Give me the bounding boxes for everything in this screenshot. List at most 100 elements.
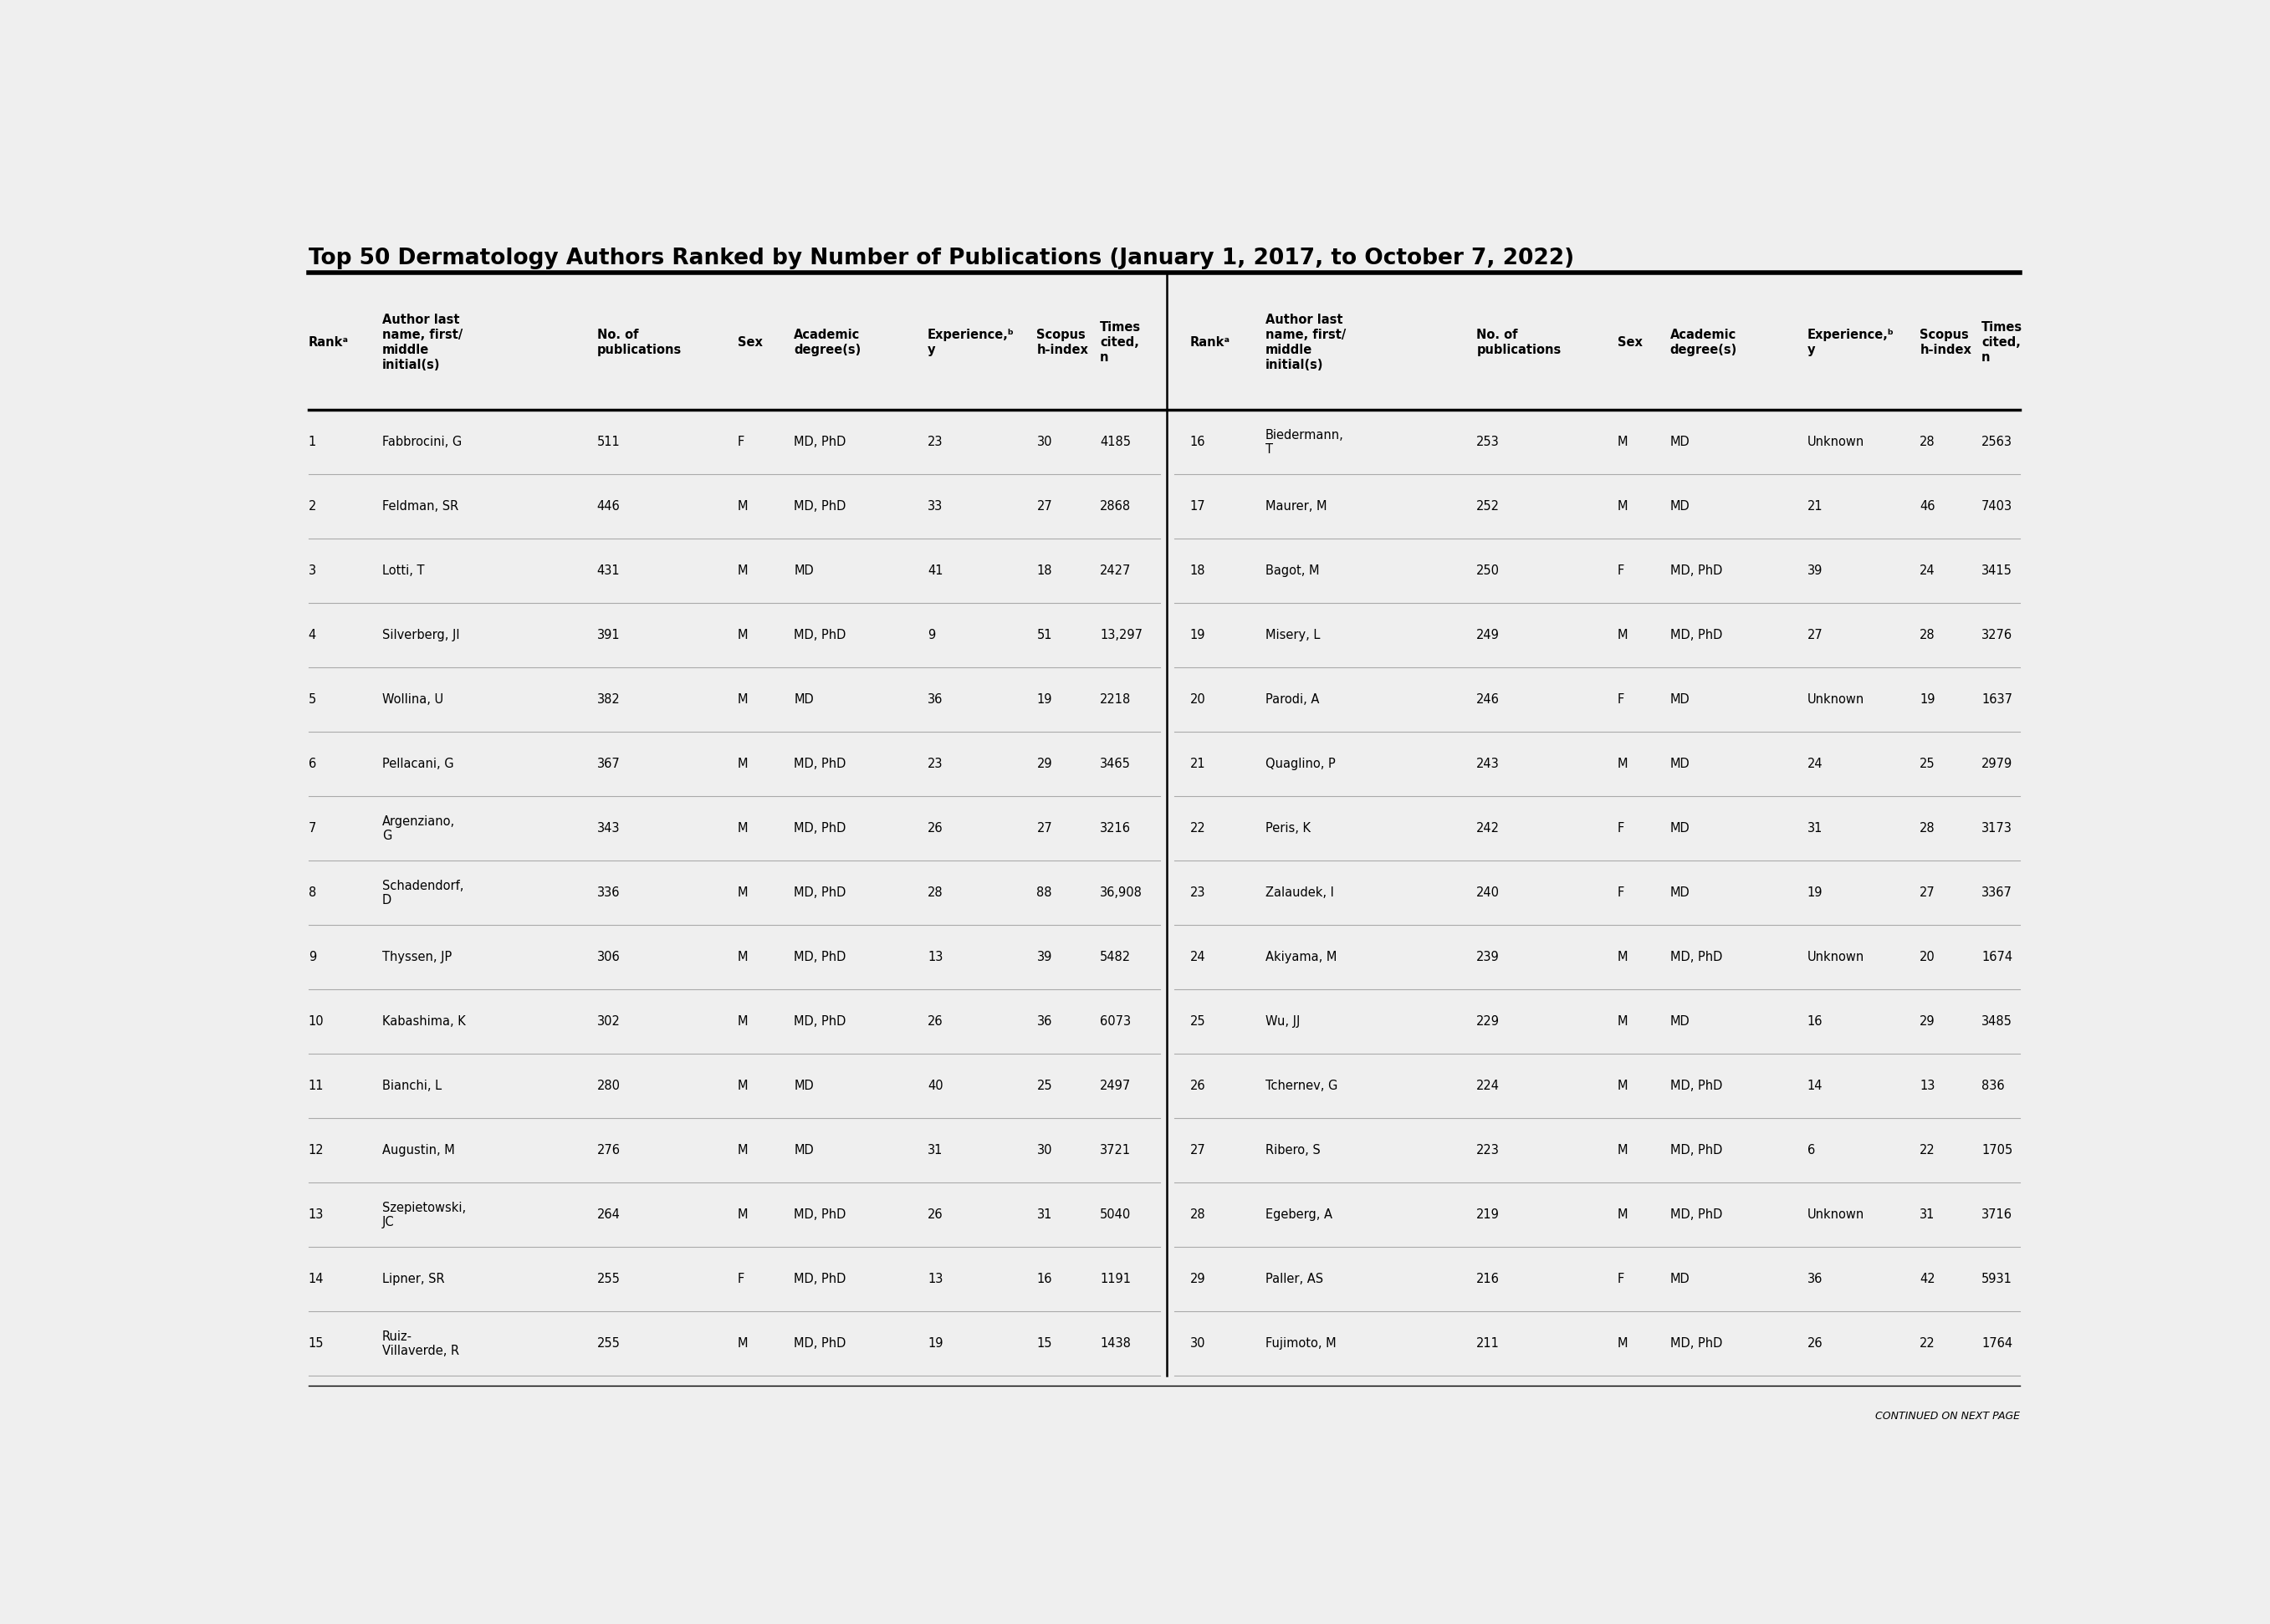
Text: 3216: 3216 xyxy=(1101,822,1130,835)
Text: Unknown: Unknown xyxy=(1807,693,1864,706)
Text: 27: 27 xyxy=(1807,628,1823,641)
Text: Argenziano,
G: Argenziano, G xyxy=(381,815,456,843)
Text: 6073: 6073 xyxy=(1101,1015,1130,1028)
Text: 31: 31 xyxy=(928,1145,942,1156)
Text: Scopus
h-index: Scopus h-index xyxy=(1920,328,1973,356)
Text: 24: 24 xyxy=(1920,565,1936,577)
Text: Scopus
h-index: Scopus h-index xyxy=(1037,328,1087,356)
Text: 249: 249 xyxy=(1476,628,1500,641)
Text: 31: 31 xyxy=(1920,1208,1936,1221)
Text: 255: 255 xyxy=(597,1338,620,1350)
Text: Academic
degree(s): Academic degree(s) xyxy=(1671,328,1737,356)
Text: 382: 382 xyxy=(597,693,620,706)
Text: 391: 391 xyxy=(597,628,620,641)
Text: 30: 30 xyxy=(1189,1338,1205,1350)
Text: Schadendorf,
D: Schadendorf, D xyxy=(381,880,463,906)
Text: F: F xyxy=(1616,565,1623,577)
Text: F: F xyxy=(1616,1273,1623,1286)
Text: 11: 11 xyxy=(309,1080,325,1093)
Text: 9: 9 xyxy=(928,628,935,641)
Text: 23: 23 xyxy=(928,435,942,448)
Text: 511: 511 xyxy=(597,435,620,448)
Text: MD, PhD: MD, PhD xyxy=(1671,628,1723,641)
Text: MD, PhD: MD, PhD xyxy=(1671,565,1723,577)
Text: Unknown: Unknown xyxy=(1807,435,1864,448)
Text: Augustin, M: Augustin, M xyxy=(381,1145,454,1156)
Text: Feldman, SR: Feldman, SR xyxy=(381,500,459,513)
Text: 21: 21 xyxy=(1189,758,1205,770)
Text: 2979: 2979 xyxy=(1982,758,2013,770)
Text: M: M xyxy=(738,1145,749,1156)
Text: 16: 16 xyxy=(1037,1273,1053,1286)
Text: 20: 20 xyxy=(1189,693,1205,706)
Text: Author last
name, first/
middle
initial(s): Author last name, first/ middle initial(… xyxy=(381,313,463,372)
Text: 16: 16 xyxy=(1807,1015,1823,1028)
Text: 28: 28 xyxy=(1920,628,1936,641)
Text: Pellacani, G: Pellacani, G xyxy=(381,758,454,770)
Text: 276: 276 xyxy=(597,1145,620,1156)
Text: 23: 23 xyxy=(1189,887,1205,900)
Text: M: M xyxy=(738,1080,749,1093)
Text: 14: 14 xyxy=(1807,1080,1823,1093)
Text: 3485: 3485 xyxy=(1982,1015,2011,1028)
Text: M: M xyxy=(738,628,749,641)
Text: 21: 21 xyxy=(1807,500,1823,513)
Text: 13: 13 xyxy=(928,1273,942,1286)
Text: F: F xyxy=(1616,693,1623,706)
Text: M: M xyxy=(1616,758,1628,770)
Text: MD: MD xyxy=(794,693,815,706)
Text: M: M xyxy=(738,693,749,706)
Text: 24: 24 xyxy=(1807,758,1823,770)
Text: 1191: 1191 xyxy=(1101,1273,1130,1286)
Text: 24: 24 xyxy=(1189,952,1205,963)
Text: M: M xyxy=(738,1338,749,1350)
Text: 2868: 2868 xyxy=(1101,500,1130,513)
Text: 223: 223 xyxy=(1476,1145,1500,1156)
Text: 36: 36 xyxy=(1037,1015,1051,1028)
Text: 5482: 5482 xyxy=(1101,952,1130,963)
Text: Bagot, M: Bagot, M xyxy=(1264,565,1319,577)
Text: 26: 26 xyxy=(1189,1080,1205,1093)
Text: MD, PhD: MD, PhD xyxy=(1671,1208,1723,1221)
Text: 22: 22 xyxy=(1920,1145,1936,1156)
Text: Wu, JJ: Wu, JJ xyxy=(1264,1015,1301,1028)
Text: MD: MD xyxy=(1671,435,1689,448)
Text: 27: 27 xyxy=(1037,822,1053,835)
Text: MD, PhD: MD, PhD xyxy=(794,1015,847,1028)
Text: 25: 25 xyxy=(1189,1015,1205,1028)
Text: 3721: 3721 xyxy=(1101,1145,1130,1156)
Text: Ruiz-
Villaverde, R: Ruiz- Villaverde, R xyxy=(381,1330,459,1358)
Text: M: M xyxy=(738,822,749,835)
Text: Unknown: Unknown xyxy=(1807,1208,1864,1221)
Text: CONTINUED ON NEXT PAGE: CONTINUED ON NEXT PAGE xyxy=(1875,1410,2020,1421)
Text: 31: 31 xyxy=(1807,822,1823,835)
Text: 5: 5 xyxy=(309,693,316,706)
Text: 39: 39 xyxy=(1807,565,1823,577)
Text: Kabashima, K: Kabashima, K xyxy=(381,1015,465,1028)
Text: 29: 29 xyxy=(1037,758,1053,770)
Text: 5040: 5040 xyxy=(1101,1208,1130,1221)
Text: 27: 27 xyxy=(1920,887,1936,900)
Text: F: F xyxy=(1616,887,1623,900)
Text: Sex: Sex xyxy=(738,336,763,349)
Text: MD, PhD: MD, PhD xyxy=(794,628,847,641)
Text: M: M xyxy=(1616,1015,1628,1028)
Text: 40: 40 xyxy=(928,1080,944,1093)
Text: 28: 28 xyxy=(1920,822,1936,835)
Text: 20: 20 xyxy=(1920,952,1936,963)
Text: 28: 28 xyxy=(1920,435,1936,448)
Text: 250: 250 xyxy=(1476,565,1500,577)
Text: 23: 23 xyxy=(928,758,942,770)
Text: Fujimoto, M: Fujimoto, M xyxy=(1264,1338,1337,1350)
Text: Times
cited,
n: Times cited, n xyxy=(1101,322,1142,364)
Text: 229: 229 xyxy=(1476,1015,1500,1028)
Text: 25: 25 xyxy=(1920,758,1936,770)
Text: Biedermann,
T: Biedermann, T xyxy=(1264,429,1344,456)
Text: 2563: 2563 xyxy=(1982,435,2013,448)
Text: No. of
publications: No. of publications xyxy=(1476,328,1562,356)
Text: M: M xyxy=(1616,1145,1628,1156)
Text: 5931: 5931 xyxy=(1982,1273,2011,1286)
Text: Tchernev, G: Tchernev, G xyxy=(1264,1080,1337,1093)
Text: MD, PhD: MD, PhD xyxy=(1671,952,1723,963)
Text: MD, PhD: MD, PhD xyxy=(794,822,847,835)
